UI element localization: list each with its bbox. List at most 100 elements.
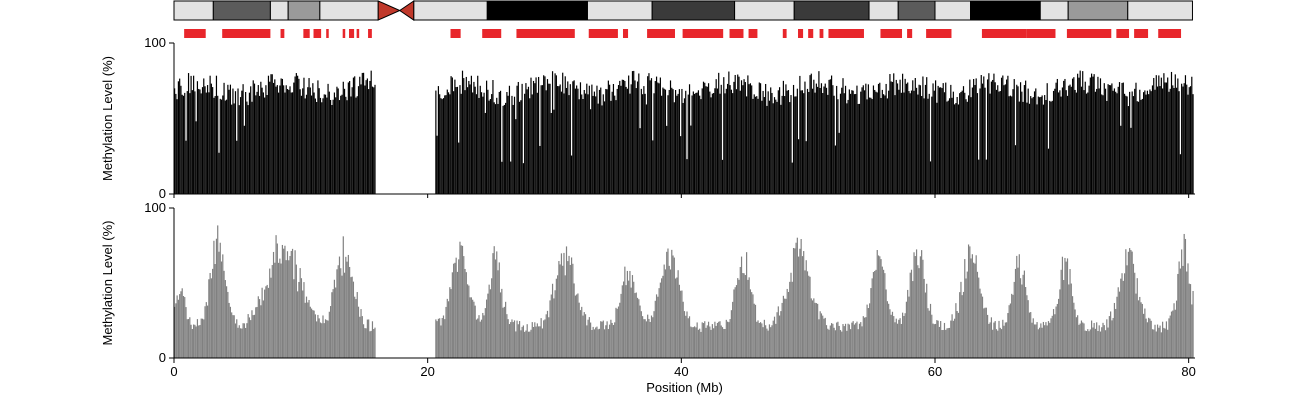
methylation-bar (573, 80, 575, 194)
methylation-bar (659, 282, 661, 358)
methylation-bar (1083, 323, 1085, 358)
methylation-bar (1187, 263, 1189, 358)
methylation-bar (480, 92, 483, 194)
methylation-bar (451, 77, 453, 194)
methylation-bar (341, 275, 343, 358)
methylation-bar (1188, 283, 1190, 358)
methylation-bar (557, 275, 559, 358)
methylation-bar (937, 85, 939, 194)
methylation-bar (1123, 273, 1126, 358)
methylation-bar (521, 83, 523, 194)
methylation-bar (289, 256, 291, 358)
methylation-bar (314, 98, 316, 194)
methylation-bar (1192, 290, 1194, 358)
methylation-bar (484, 112, 486, 194)
highlight-region (588, 29, 618, 38)
methylation-bar (364, 85, 366, 194)
methylation-bar (203, 78, 205, 194)
methylation-bar (1132, 263, 1135, 358)
methylation-bar (265, 286, 267, 358)
methylation-bar (891, 81, 894, 194)
methylation-bar (995, 329, 998, 358)
methylation-bar (781, 95, 783, 194)
methylation-bar (614, 322, 616, 358)
methylation-bar (499, 292, 502, 358)
methylation-bar (1047, 321, 1050, 358)
methylation-bar (356, 292, 358, 358)
methylation-bar (747, 279, 749, 358)
methylation-bar (1165, 321, 1168, 358)
methylation-bar (574, 88, 576, 194)
methylation-bar (704, 321, 706, 358)
methylation-bar (1061, 87, 1064, 194)
methylation-bar (482, 312, 484, 358)
methylation-bar (1014, 268, 1017, 358)
methylation-bar (1066, 95, 1069, 194)
methylation-bar (242, 84, 244, 194)
methylation-bar (1032, 97, 1034, 194)
methylation-bar (778, 87, 781, 194)
methylation-bar (810, 73, 812, 194)
methylation-bar (1134, 88, 1136, 194)
methylation-bar (895, 79, 897, 194)
methylation-bar (692, 91, 694, 194)
methylation-bar (567, 261, 569, 358)
methylation-bar (1116, 296, 1118, 358)
methylation-bar (593, 329, 596, 358)
methylation-bar (683, 98, 686, 194)
methylation-bar (281, 244, 284, 358)
methylation-bar (628, 75, 630, 194)
methylation-bar (777, 306, 779, 358)
methylation-bar (310, 95, 313, 194)
methylation-bar (962, 291, 965, 358)
methylation-bar (256, 306, 258, 358)
methylation-bar (711, 324, 713, 358)
methylation-bar (461, 245, 464, 358)
methylation-bar (1104, 88, 1107, 194)
methylation-bar (829, 325, 831, 358)
methylation-bar (685, 90, 687, 194)
highlight-region (368, 29, 372, 38)
y-tick-label: 0 (159, 350, 166, 365)
methylation-bar (531, 322, 533, 358)
methylation-bar (532, 80, 535, 194)
methylation-bar (1089, 77, 1091, 194)
methylation-bar (368, 89, 370, 194)
methylation-bar (688, 316, 691, 358)
methylation-bar (442, 315, 445, 358)
methylation-bar (1079, 323, 1081, 358)
methylation-bar (758, 322, 760, 358)
methylation-bar (576, 85, 578, 194)
methylation-bar (700, 99, 702, 194)
methylation-bar (487, 89, 489, 194)
methylation-bar (1098, 88, 1100, 194)
methylation-bar (587, 319, 589, 358)
highlight-region (1026, 29, 1056, 38)
methylation-bar (1177, 78, 1179, 194)
methylation-bar (959, 93, 961, 194)
methylation-bar (262, 92, 264, 194)
methylation-bar (851, 90, 853, 194)
methylation-bar (803, 251, 805, 358)
methylation-bar (792, 84, 795, 194)
methylation-bar (707, 321, 710, 358)
methylation-bar (819, 311, 821, 358)
methylation-bar (368, 319, 370, 358)
methylation-bar (276, 85, 278, 194)
highlight-region (313, 29, 322, 38)
methylation-bar (371, 86, 374, 194)
methylation-bar (1097, 330, 1099, 358)
methylation-bar (1047, 148, 1050, 194)
methylation-bar (226, 286, 228, 358)
methylation-bar (261, 87, 263, 194)
methylation-bar (586, 325, 588, 358)
methylation-bar (905, 301, 908, 358)
methylation-bar (1156, 86, 1159, 194)
highlight-region (280, 29, 285, 38)
methylation-bar (621, 79, 623, 194)
methylation-bar (1084, 330, 1086, 358)
methylation-bar (617, 306, 620, 358)
methylation-bar (761, 100, 763, 194)
methylation-bar (265, 85, 267, 194)
